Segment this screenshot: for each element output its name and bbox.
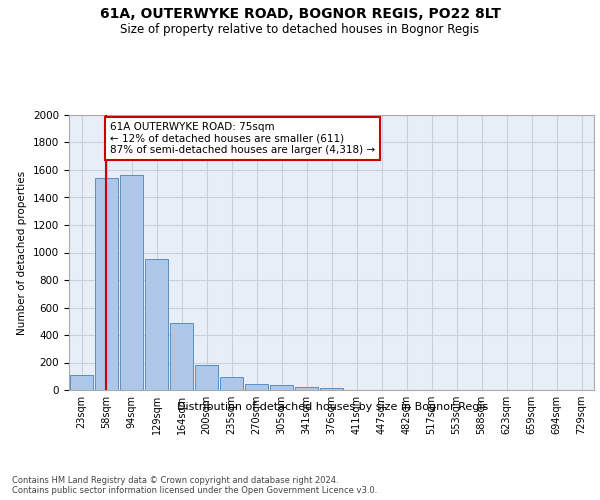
Bar [269,385,293,390]
Text: Size of property relative to detached houses in Bognor Regis: Size of property relative to detached ho… [121,22,479,36]
Y-axis label: Number of detached properties: Number of detached properties [17,170,28,334]
Bar [119,176,143,390]
Bar [170,322,193,390]
Bar [295,387,319,390]
Text: Contains HM Land Registry data © Crown copyright and database right 2024.
Contai: Contains HM Land Registry data © Crown c… [12,476,377,495]
Bar [70,375,94,390]
Text: 61A OUTERWYKE ROAD: 75sqm
← 12% of detached houses are smaller (611)
87% of semi: 61A OUTERWYKE ROAD: 75sqm ← 12% of detac… [110,122,375,155]
Bar [194,365,218,390]
Bar [145,260,169,390]
Bar [245,384,268,390]
Bar [95,178,118,390]
Bar [320,388,343,390]
Text: Distribution of detached houses by size in Bognor Regis: Distribution of detached houses by size … [178,402,488,412]
Bar [220,377,244,390]
Text: 61A, OUTERWYKE ROAD, BOGNOR REGIS, PO22 8LT: 61A, OUTERWYKE ROAD, BOGNOR REGIS, PO22 … [100,8,500,22]
